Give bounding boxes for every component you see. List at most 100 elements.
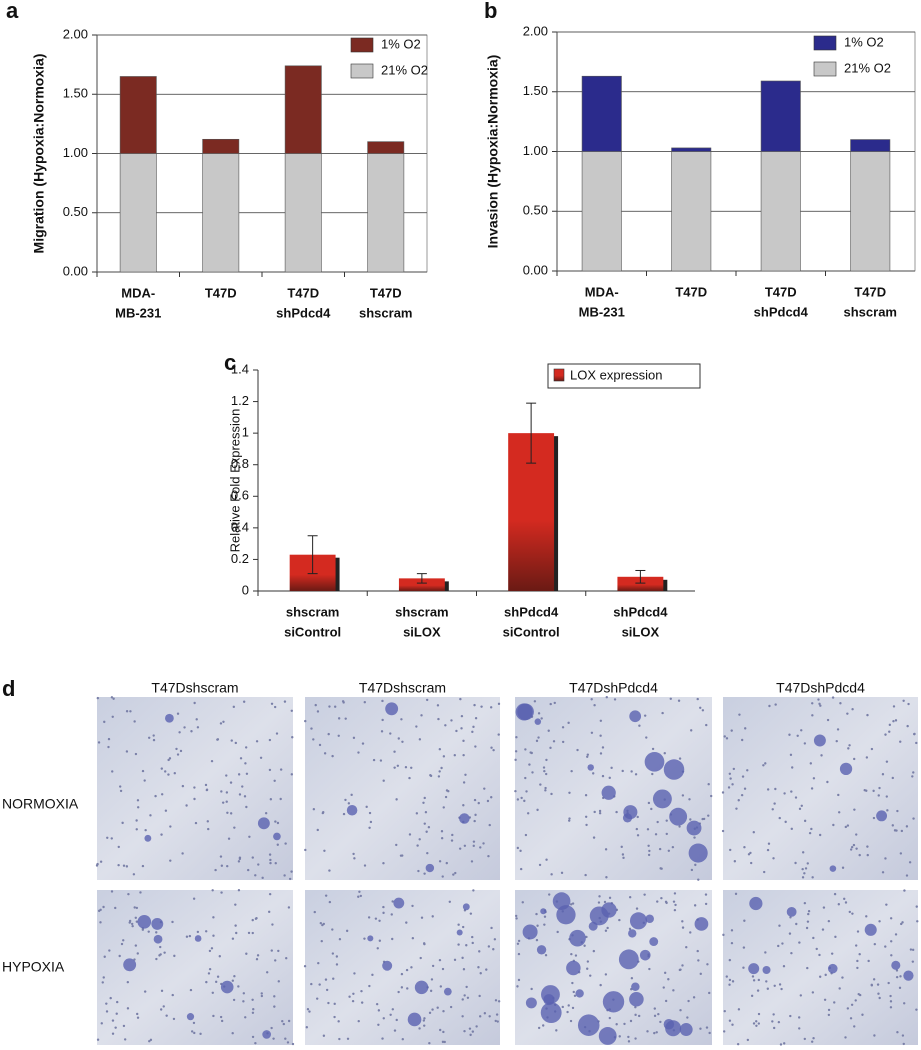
cell	[807, 912, 810, 916]
cell	[568, 819, 571, 822]
cell	[308, 1010, 311, 1013]
cell	[746, 1038, 750, 1042]
cell	[208, 949, 212, 953]
cell	[742, 966, 745, 969]
panel-label: d	[2, 676, 15, 701]
cell	[762, 870, 766, 874]
cell	[803, 742, 807, 745]
cell	[812, 936, 815, 940]
cell	[411, 936, 415, 940]
cell-cluster	[257, 817, 270, 830]
cell	[477, 966, 480, 969]
cell	[123, 1038, 127, 1041]
cell	[487, 854, 490, 858]
y-tick-label: 0.50	[63, 204, 88, 219]
cell	[422, 801, 425, 804]
cell	[667, 849, 671, 852]
cell	[391, 1008, 395, 1011]
cell	[789, 753, 793, 757]
cell	[497, 733, 500, 736]
cell	[915, 905, 918, 908]
cell	[105, 1002, 108, 1005]
cell-cluster	[382, 960, 393, 971]
cell	[453, 958, 457, 962]
cell	[496, 1020, 499, 1023]
cell	[531, 771, 534, 774]
bar-segment	[850, 151, 891, 272]
cell	[529, 751, 532, 754]
cell	[472, 844, 475, 848]
cell-cluster	[517, 703, 534, 721]
cell	[244, 762, 247, 765]
cell	[189, 988, 193, 992]
cell	[737, 1008, 741, 1011]
cell	[798, 1027, 801, 1030]
cell	[400, 972, 404, 976]
cell	[628, 896, 632, 899]
cell	[824, 973, 827, 977]
cell	[410, 966, 413, 969]
cell	[134, 916, 137, 920]
cell	[377, 1023, 380, 1027]
cell-cluster	[629, 991, 644, 1007]
cell	[460, 727, 463, 730]
cell	[734, 892, 738, 896]
cell	[723, 735, 726, 738]
cell	[152, 738, 156, 742]
cell	[599, 719, 603, 722]
cell	[176, 753, 180, 756]
cell	[774, 703, 777, 706]
cell	[900, 829, 904, 833]
cell	[488, 1015, 491, 1018]
cell	[254, 1041, 257, 1045]
cell	[803, 1037, 807, 1041]
cell	[478, 950, 481, 953]
cell	[416, 844, 419, 847]
cell	[886, 809, 889, 812]
cell	[338, 1037, 341, 1041]
cell	[752, 1022, 756, 1025]
cell	[455, 729, 458, 733]
cell	[544, 789, 547, 792]
cell	[686, 1016, 689, 1019]
cell	[267, 910, 271, 914]
cell	[382, 905, 385, 909]
cell	[461, 925, 465, 929]
cell	[590, 731, 594, 734]
cell	[193, 786, 196, 789]
cell	[857, 992, 860, 996]
cell	[237, 773, 241, 776]
cell	[728, 958, 732, 962]
cell	[608, 896, 612, 900]
cell	[598, 812, 602, 815]
cell	[290, 709, 293, 712]
cell	[242, 1000, 245, 1003]
cell	[899, 740, 902, 743]
cell	[823, 998, 827, 1001]
cell	[341, 700, 345, 703]
cell	[359, 894, 363, 898]
cell	[242, 992, 246, 995]
cell	[374, 917, 378, 920]
cell	[261, 876, 264, 880]
cell	[728, 1019, 732, 1022]
cell	[678, 757, 682, 760]
cell	[242, 700, 246, 703]
cell	[357, 1019, 360, 1023]
cell-cluster	[587, 764, 594, 771]
cell	[316, 710, 320, 713]
cell-cluster	[588, 921, 598, 931]
cell	[141, 864, 145, 868]
cell	[706, 963, 709, 966]
cell	[492, 748, 495, 752]
cell	[636, 834, 640, 837]
cell	[251, 1011, 255, 1014]
bar-segment	[119, 76, 157, 154]
cell	[143, 990, 147, 993]
cell	[393, 766, 396, 769]
y-tick-label: 0.8	[231, 456, 249, 471]
cell	[110, 696, 114, 699]
cell	[141, 769, 145, 773]
cell	[304, 719, 307, 723]
cell	[593, 703, 596, 707]
